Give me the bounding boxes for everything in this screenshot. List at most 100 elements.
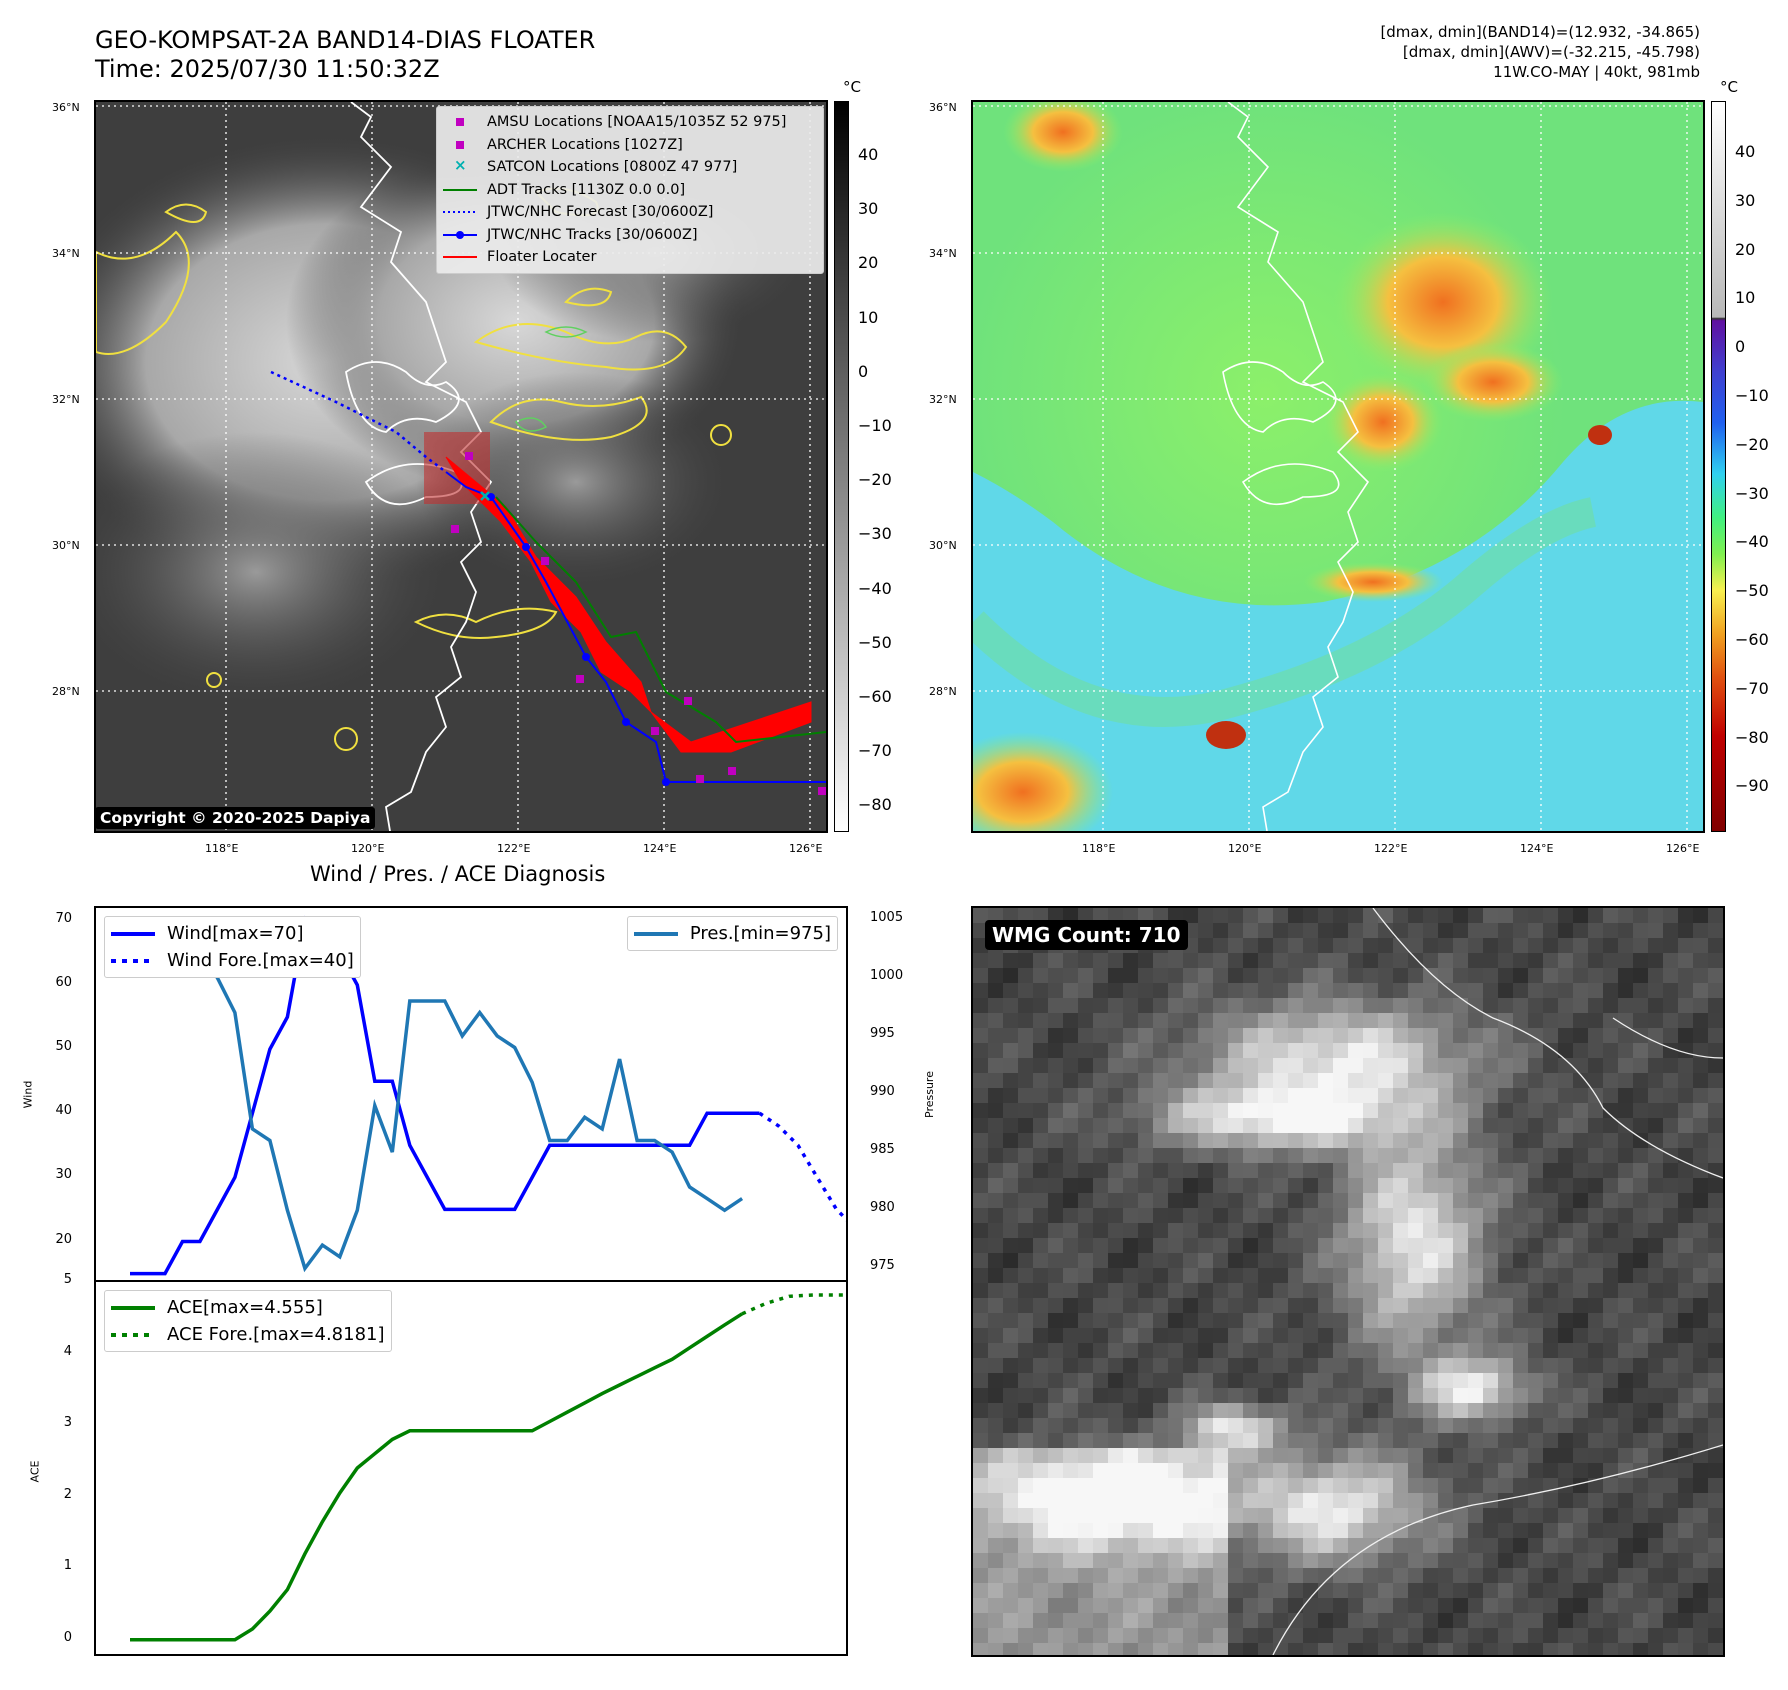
r-lon-label-126: 126°E: [1666, 842, 1700, 855]
legend-wind: Wind[max=70]: [111, 920, 354, 947]
legend-label: AMSU Locations [NOAA15/1035Z 52 975]: [487, 114, 787, 131]
left-colorbar-tick: 10: [858, 307, 879, 327]
floater-track: [445, 456, 812, 753]
legend-row: AMSU Locations [NOAA15/1035Z 52 975]: [443, 111, 817, 134]
legend-symbol: [443, 182, 477, 198]
wind-axis-label: Wind: [21, 1080, 35, 1109]
pressure-tick: 1000: [870, 967, 904, 983]
right-colorbar-tick: 10: [1735, 288, 1756, 308]
left-colorbar-tick: 40: [858, 145, 879, 164]
left-colorbar-tick: −70: [858, 741, 892, 761]
wind-tick: 30: [55, 1167, 72, 1183]
lat-label-30: 30°N: [52, 539, 80, 552]
r-lat-label-30: 30°N: [929, 539, 957, 552]
legend-row: × SATCON Locations [0800Z 47 977]: [443, 156, 817, 179]
green-contours: [514, 326, 588, 432]
awv-coastline: [1222, 102, 1370, 831]
right-colorbar-tick: −80: [1735, 727, 1769, 747]
r-lon-label-122: 122°E: [1374, 842, 1408, 855]
diagnosis-title: Wind / Pres. / ACE Diagnosis: [310, 862, 606, 886]
right-colorbar: [1711, 101, 1726, 832]
wind-tick: 70: [55, 910, 72, 926]
info-awv: [dmax, dmin](AWV)=(-32.215, -45.798): [1402, 43, 1700, 61]
amsu-archer-points: [451, 452, 826, 795]
pressure-line: [130, 917, 744, 1273]
legend-label: ADT Tracks [1130Z 0.0 0.0]: [487, 181, 686, 198]
wmg-coastline: [1612, 1017, 1723, 1059]
left-colorbar: [834, 101, 849, 832]
wmg-count-label: WMG Count: 710: [985, 920, 1188, 950]
right-colorbar-tick: −20: [1735, 434, 1769, 454]
legend-row: JTWC/NHC Forecast [30/0600Z]: [443, 201, 817, 224]
cold-cloud-contours: [96, 187, 732, 751]
wind-legend: Wind[max=70] Wind Fore.[max=40]: [104, 916, 361, 978]
legend-ace-fore: ACE Fore.[max=4.8181]: [111, 1321, 385, 1348]
wind-tick: 60: [55, 974, 72, 990]
legend-symbol: [443, 227, 477, 243]
title-line-1: GEO-KOMPSAT-2A BAND14-DIAS FLOATER: [95, 26, 596, 54]
wmg-coastline: [1372, 908, 1723, 1179]
pressure-tick: 1005: [870, 909, 904, 925]
ace-tick: 0: [63, 1629, 72, 1645]
right-colorbar-tick: 20: [1735, 239, 1756, 259]
wind-pressure-svg: [130, 915, 846, 1276]
ace-line: [130, 1312, 744, 1642]
legend-row: ARCHER Locations [1027Z]: [443, 134, 817, 157]
legend-symbol: [443, 249, 477, 265]
ace-legend: ACE[max=4.555] ACE Fore.[max=4.8181]: [104, 1290, 392, 1352]
jtwc-track-points: [487, 493, 670, 786]
ace-panel: ACE[max=4.555] ACE Fore.[max=4.8181]: [94, 1280, 848, 1656]
ace-tick: 5: [63, 1272, 72, 1287]
wind-forecast-line: [758, 1111, 846, 1222]
left-colorbar-tick: −20: [858, 470, 892, 490]
legend-ace: ACE[max=4.555]: [111, 1294, 385, 1321]
right-colorbar-tick: −70: [1735, 678, 1769, 698]
lon-label-126: 126°E: [789, 842, 823, 855]
lat-label-32: 32°N: [52, 393, 80, 406]
ace-tick: 4: [63, 1343, 72, 1359]
main-title: GEO-KOMPSAT-2A BAND14-DIAS FLOATER Time: …: [95, 26, 595, 84]
ace-tick: 1: [63, 1558, 72, 1574]
ace-tick: 2: [63, 1486, 72, 1502]
awv-map-panel: [971, 100, 1705, 833]
legend-label: JTWC/NHC Forecast [30/0600Z]: [487, 204, 714, 221]
right-colorbar-tick: −10: [1735, 386, 1769, 405]
r-lon-label-120: 120°E: [1228, 842, 1262, 855]
legend-symbol: ×: [454, 156, 467, 175]
right-colorbar-tick: −60: [1735, 630, 1769, 649]
right-colorbar-tick: −30: [1735, 483, 1769, 503]
left-colorbar-tick: −50: [858, 632, 892, 652]
pressure-tick: 975: [870, 1258, 895, 1274]
info-block: [dmax, dmin](BAND14)=(12.932, -34.865) […: [1380, 22, 1700, 82]
legend-symbol: [443, 204, 477, 220]
pressure-axis-label: Pressure: [922, 1071, 936, 1118]
ace-axis-label: ACE: [28, 1460, 42, 1483]
wind-pressure-panel: Wind[max=70] Wind Fore.[max=40] Pres.[mi…: [94, 906, 848, 1282]
left-colorbar-tick: −30: [858, 524, 892, 544]
left-colorbar-tick: −60: [858, 687, 892, 706]
lon-label-120: 120°E: [351, 842, 385, 855]
legend-row: JTWC/NHC Tracks [30/0600Z]: [443, 224, 817, 247]
adt-track: [495, 496, 826, 744]
left-colorbar-tick: 20: [858, 253, 879, 273]
lat-label-28: 28°N: [52, 685, 80, 698]
wind-tick: 20: [55, 1231, 72, 1247]
legend-label: SATCON Locations [0800Z 47 977]: [487, 159, 738, 176]
legend-pres: Pres.[min=975]: [633, 920, 831, 947]
r-lat-label-32: 32°N: [929, 393, 957, 406]
right-colorbar-tick: −90: [1735, 776, 1769, 796]
wmg-svg: [973, 908, 1723, 1655]
legend-wind-fore: Wind Fore.[max=40]: [111, 947, 354, 974]
legend-label: Floater Locater: [487, 249, 597, 266]
lat-label-36: 36°N: [52, 101, 80, 114]
pressure-tick: 985: [870, 1142, 895, 1158]
legend-row: ADT Tracks [1130Z 0.0 0.0]: [443, 179, 817, 202]
r-lat-label-34: 34°N: [929, 247, 957, 260]
right-colorbar-tick: −40: [1735, 532, 1769, 552]
legend-label: JTWC/NHC Tracks [30/0600Z]: [487, 226, 698, 243]
left-colorbar-tick: −40: [858, 578, 892, 598]
legend-symbol: [443, 137, 477, 153]
wmg-coastline: [1272, 1444, 1723, 1655]
lon-label-124: 124°E: [643, 842, 677, 855]
pressure-tick: 995: [870, 1025, 895, 1041]
